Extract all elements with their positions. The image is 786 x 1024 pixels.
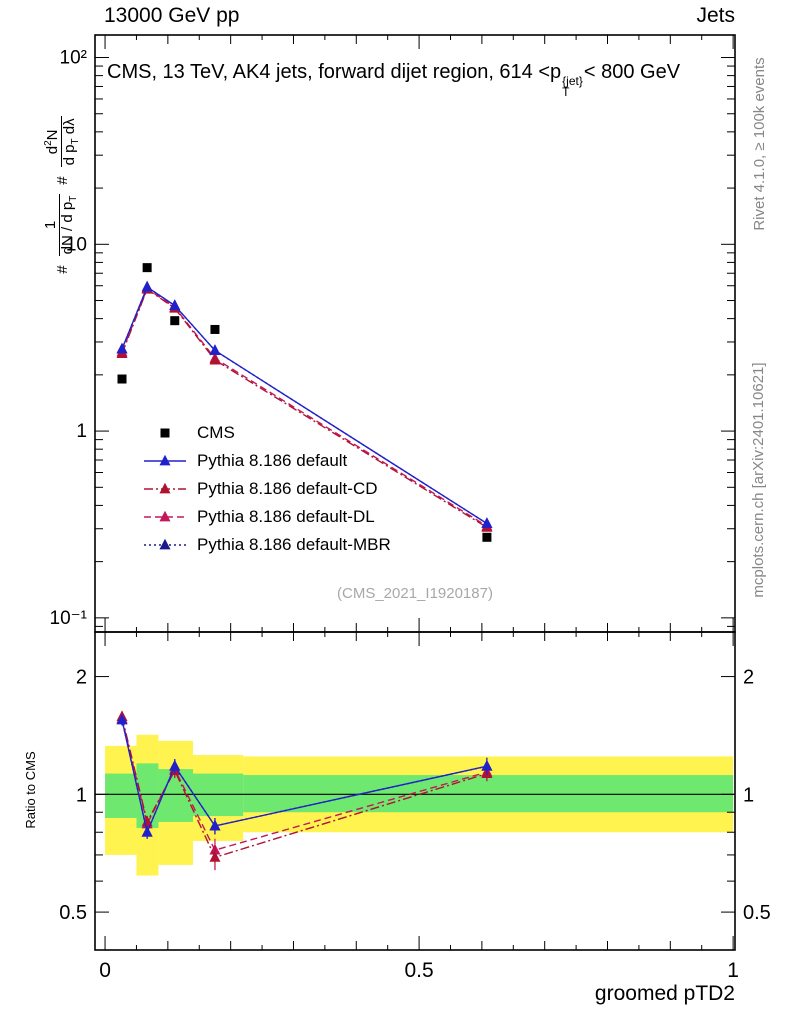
beam-energy-label: 13000 GeV pp (104, 4, 240, 27)
svg-text:0.5: 0.5 (743, 902, 771, 924)
svg-text:1: 1 (727, 959, 739, 982)
ylabel-hash-1: # (53, 265, 71, 274)
ylabel-fraction-1: 1 dN / d pT (41, 193, 79, 257)
ratio-y-axis-label: Ratio to CMS (23, 751, 38, 829)
legend-item-pythia-default-dl: Pythia 8.186 default-DL (142, 503, 391, 531)
pythia-default-mbr-marker-icon (144, 538, 186, 550)
plot-title-post: < 800 GeV (583, 61, 681, 83)
plot-title-pre: CMS, 13 TeV, AK4 jets, forward dijet reg… (107, 61, 562, 83)
svg-text:1: 1 (76, 784, 87, 806)
y-axis-label: # 1 dN / d pT # d2N d pT dλ (32, 45, 92, 345)
legend-item-pythia-default: Pythia 8.186 default (142, 447, 391, 475)
legend-item-cms: CMS (142, 419, 391, 447)
svg-text:1: 1 (743, 784, 754, 806)
svg-text:1: 1 (76, 421, 87, 442)
legend: CMS Pythia 8.186 default Pythia 8.186 de… (142, 419, 391, 559)
svg-text:10: 10 (66, 234, 87, 255)
svg-text:0.5: 0.5 (59, 902, 87, 924)
legend-label: CMS (197, 423, 235, 442)
analysis-id-watermark: (CMS_2021_I1920187) (337, 585, 493, 602)
ylabel-hash-2: # (53, 176, 71, 185)
svg-text:2: 2 (743, 667, 754, 689)
pt-supsub: {jet} T (562, 74, 583, 99)
legend-label: Pythia 8.186 default-CD (197, 479, 378, 498)
x-axis-label: groomed pTD2 (594, 982, 735, 1005)
legend-label: Pythia 8.186 default-MBR (197, 535, 391, 554)
pythia-default-dl-marker-icon (144, 510, 186, 522)
svg-text:0: 0 (99, 959, 111, 982)
mcplots-arxiv-note: mcplots.cern.ch [arXiv:2401.10621] (750, 362, 767, 598)
pt-superscript: {jet} (562, 74, 583, 88)
analysis-group-label: Jets (696, 4, 735, 27)
cms-marker-icon (160, 428, 170, 438)
legend-label: Pythia 8.186 default (197, 451, 348, 470)
svg-text:10²: 10² (60, 48, 87, 69)
ylabel-fraction-2: d2N d pT dλ (40, 116, 81, 168)
legend-item-pythia-default-mbr: Pythia 8.186 default-MBR (142, 531, 391, 559)
rivet-version-note: Rivet 4.1.0, ≥ 100k events (751, 57, 768, 231)
pythia-default-marker-icon (144, 454, 186, 466)
pythia-default-cd-marker-icon (144, 482, 186, 494)
svg-text:0.5: 0.5 (404, 959, 433, 982)
pt-subscript: T (562, 85, 570, 99)
legend-item-pythia-default-cd: Pythia 8.186 default-CD (142, 475, 391, 503)
plot-title: CMS, 13 TeV, AK4 jets, forward dijet reg… (107, 61, 680, 98)
svg-text:10⁻¹: 10⁻¹ (50, 608, 88, 629)
legend-label: Pythia 8.186 default-DL (197, 507, 375, 526)
svg-text:2: 2 (76, 667, 87, 689)
